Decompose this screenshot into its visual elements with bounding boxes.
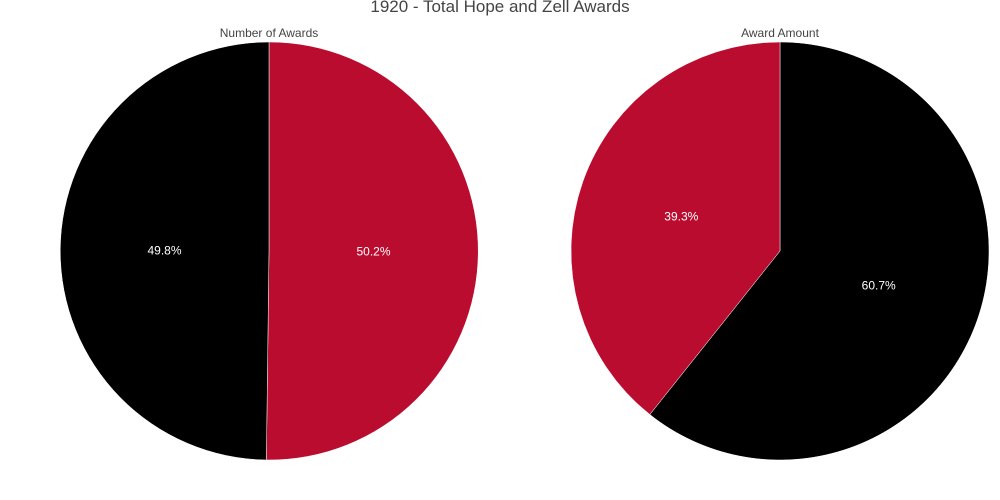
chart-title: 1920 - Total Hope and Zell Awards — [370, 0, 630, 16]
pie-subtitle: Award Amount — [741, 26, 819, 40]
pie-subtitle: Number of Awards — [220, 26, 319, 40]
slice-label: 50.2% — [356, 245, 390, 259]
pie-slice[interactable] — [266, 41, 479, 461]
pie-slice[interactable] — [649, 41, 990, 461]
pie-award-amount: Award Amount 60.7% 39.3% — [570, 26, 990, 461]
slice-label: 39.3% — [664, 210, 698, 224]
slice-label: 60.7% — [862, 279, 896, 293]
slice-label: 49.8% — [147, 243, 181, 257]
pie-slice[interactable] — [570, 41, 781, 415]
pie-number-of-awards: Number of Awards 50.2% 49.8% — [60, 26, 479, 461]
pie-slice[interactable] — [60, 41, 270, 461]
